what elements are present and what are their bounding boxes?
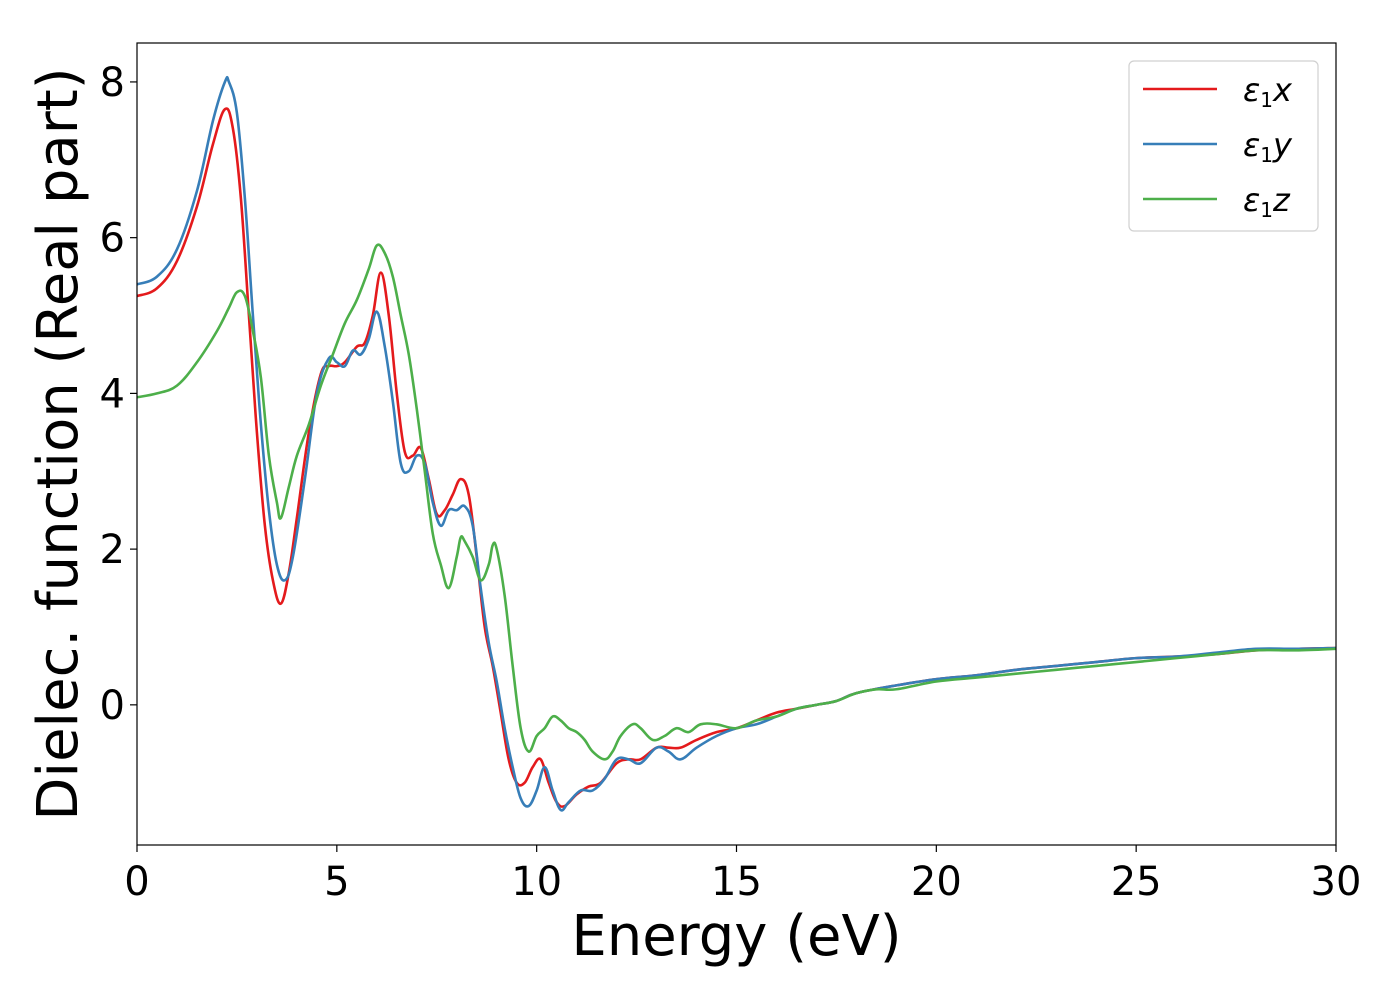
legend-label: ε1x	[1243, 71, 1293, 112]
y-tick-label: 4	[100, 371, 125, 417]
series-line-z	[137, 243, 1336, 761]
legend-item-x: ε1x	[1143, 71, 1293, 112]
y-axis-title: Dielec. function (Real part)	[26, 67, 91, 820]
legend-item-y: ε1y	[1143, 126, 1293, 167]
y-tick-label: 0	[100, 683, 125, 729]
y-tick-label: 8	[100, 60, 125, 106]
y-axis-ticks: 0 2 4 6 8	[100, 60, 137, 729]
x-tick-label: 30	[1311, 859, 1362, 905]
x-tick-label: 20	[911, 859, 962, 905]
x-tick-label: 25	[1111, 859, 1162, 905]
x-axis-title: Energy (eV)	[571, 904, 901, 969]
x-tick-label: 5	[324, 859, 349, 905]
y-tick-label: 6	[100, 216, 125, 262]
legend-label: ε1z	[1243, 181, 1291, 222]
series-lines-layer	[137, 75, 1336, 812]
legend: ε1x ε1y ε1z	[1128, 60, 1319, 232]
legend-box	[1128, 60, 1319, 232]
legend-item-z: ε1z	[1143, 181, 1291, 222]
legend-label: ε1y	[1243, 126, 1293, 167]
y-tick-label: 2	[100, 527, 125, 573]
x-tick-label: 0	[124, 859, 149, 905]
x-axis-ticks: 0 5 10 15 20 25 30	[124, 845, 1361, 905]
x-tick-label: 10	[511, 859, 562, 905]
x-tick-label: 15	[711, 859, 762, 905]
